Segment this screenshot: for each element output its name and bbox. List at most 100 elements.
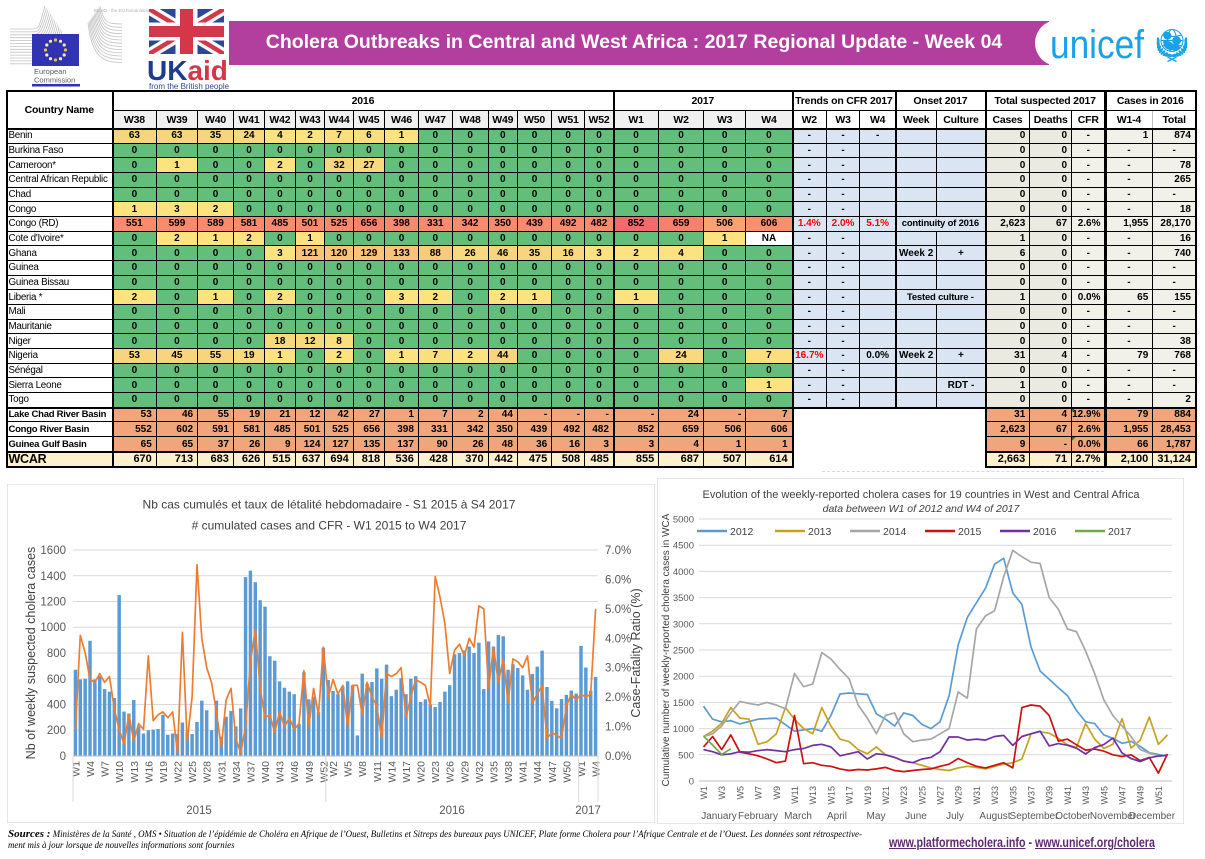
- svg-text:2000: 2000: [673, 672, 694, 683]
- svg-text:January: January: [701, 811, 737, 822]
- svg-text:W14: W14: [386, 761, 398, 783]
- svg-text:W26: W26: [444, 761, 456, 783]
- svg-text:data between W1 of 2012 and W4: data between W1 of 2012 and W4 of 2017: [823, 503, 1021, 515]
- svg-text:Cumulative number of weekly-re: Cumulative number of weekly-reported cho…: [661, 513, 672, 786]
- svg-text:W17: W17: [401, 761, 413, 783]
- svg-text:W37: W37: [245, 761, 257, 783]
- svg-text:1500: 1500: [673, 698, 694, 709]
- svg-text:2017: 2017: [575, 805, 601, 817]
- svg-text:W5: W5: [342, 761, 354, 777]
- svg-text:5.0%: 5.0%: [605, 604, 631, 616]
- svg-text:W31: W31: [972, 786, 982, 805]
- svg-text:from the British people: from the British people: [149, 82, 230, 91]
- svg-text:2015: 2015: [186, 805, 212, 817]
- svg-text:unicef: unicef: [1050, 23, 1145, 67]
- svg-text:November: November: [1090, 811, 1137, 822]
- svg-text:400: 400: [46, 700, 65, 712]
- svg-text:500: 500: [678, 750, 694, 761]
- svg-text:1600: 1600: [40, 545, 66, 557]
- svg-text:3.0%: 3.0%: [605, 663, 631, 675]
- svg-text:6.0%: 6.0%: [605, 574, 631, 586]
- svg-text:W28: W28: [201, 761, 213, 783]
- svg-text:W43: W43: [1081, 786, 1091, 805]
- svg-text:W17: W17: [845, 786, 855, 805]
- svg-text:W33: W33: [990, 786, 1000, 805]
- svg-text:W9: W9: [772, 786, 782, 800]
- svg-text:2015: 2015: [958, 526, 982, 538]
- svg-text:Evolution of the weekly-report: Evolution of the weekly-reported cholera…: [703, 489, 1141, 501]
- svg-text:W29: W29: [459, 761, 471, 783]
- svg-text:4000: 4000: [673, 567, 694, 578]
- svg-text:W31: W31: [216, 761, 228, 783]
- svg-text:August: August: [979, 811, 1010, 822]
- svg-text:W11: W11: [790, 786, 800, 804]
- svg-text:7.0%: 7.0%: [605, 545, 631, 557]
- svg-text:W4: W4: [85, 761, 97, 777]
- svg-text:W15: W15: [826, 786, 836, 805]
- svg-text:1400: 1400: [40, 571, 66, 583]
- svg-text:5000: 5000: [673, 515, 694, 526]
- svg-text:W49: W49: [1136, 786, 1146, 805]
- svg-text:W52: W52: [318, 761, 330, 783]
- svg-text:W19: W19: [157, 761, 169, 783]
- svg-text:1000: 1000: [40, 622, 66, 634]
- svg-text:600: 600: [46, 674, 65, 686]
- svg-text:W19: W19: [863, 786, 873, 805]
- svg-text:W45: W45: [1099, 786, 1109, 805]
- svg-text:2014: 2014: [883, 526, 907, 538]
- svg-text:W3: W3: [717, 786, 727, 800]
- svg-text:W1: W1: [699, 786, 709, 800]
- svg-text:0.0%: 0.0%: [605, 751, 631, 763]
- svg-text:4500: 4500: [673, 541, 694, 552]
- svg-text:W32: W32: [473, 761, 485, 783]
- svg-text:W21: W21: [881, 786, 891, 805]
- svg-text:W46: W46: [289, 761, 301, 783]
- svg-text:W50: W50: [561, 761, 573, 783]
- svg-text:2500: 2500: [673, 646, 694, 657]
- svg-text:2012: 2012: [730, 526, 754, 538]
- svg-text:W44: W44: [532, 761, 544, 783]
- svg-text:2016: 2016: [439, 805, 465, 817]
- svg-text:W1: W1: [70, 761, 82, 777]
- svg-text:W40: W40: [260, 761, 272, 783]
- svg-text:September: September: [1010, 811, 1060, 822]
- svg-text:W23: W23: [430, 761, 442, 783]
- svg-text:May: May: [867, 811, 886, 822]
- svg-text:1000: 1000: [673, 724, 694, 735]
- svg-text:W7: W7: [754, 786, 764, 800]
- svg-text:W27: W27: [936, 786, 946, 805]
- svg-text:2.0%: 2.0%: [605, 692, 631, 704]
- svg-text:W41: W41: [517, 761, 529, 783]
- svg-text:W13: W13: [128, 761, 140, 783]
- svg-text:3000: 3000: [673, 619, 694, 630]
- svg-text:W35: W35: [1008, 786, 1018, 805]
- svg-text:0: 0: [59, 751, 65, 763]
- svg-text:3500: 3500: [673, 593, 694, 604]
- svg-text:W29: W29: [954, 786, 964, 805]
- svg-text:0: 0: [689, 777, 694, 788]
- svg-text:W16: W16: [143, 761, 155, 783]
- svg-text:UKaid: UKaid: [147, 55, 228, 86]
- svg-text:February: February: [738, 811, 778, 822]
- svg-text:W8: W8: [357, 761, 369, 777]
- svg-text:W49: W49: [303, 761, 315, 783]
- svg-text:2016: 2016: [1033, 526, 1057, 538]
- svg-text:W34: W34: [230, 761, 242, 783]
- svg-text:W47: W47: [1118, 786, 1128, 805]
- svg-text:June: June: [905, 811, 927, 822]
- svg-text:W7: W7: [99, 761, 111, 777]
- svg-text:W20: W20: [415, 761, 427, 783]
- svg-text:# cumulated cases and CFR - W1: # cumulated cases and CFR - W1 2015 to W…: [191, 519, 466, 533]
- svg-text:Nb cas cumulés et taux de léta: Nb cas cumulés et taux de létalité hebdo…: [142, 498, 515, 512]
- svg-text:1.0%: 1.0%: [605, 722, 631, 734]
- svg-text:800: 800: [46, 648, 65, 660]
- svg-text:W25: W25: [187, 761, 199, 783]
- svg-text:December: December: [1129, 811, 1176, 822]
- svg-text:October: October: [1055, 811, 1091, 822]
- svg-text:W51: W51: [1154, 786, 1164, 805]
- svg-text:W1: W1: [576, 761, 588, 777]
- svg-text:Case-Fatality Ratio (%): Case-Fatality Ratio (%): [629, 588, 643, 717]
- svg-text:W37: W37: [1027, 786, 1037, 805]
- svg-text:W43: W43: [274, 761, 286, 783]
- svg-text:July: July: [946, 811, 964, 822]
